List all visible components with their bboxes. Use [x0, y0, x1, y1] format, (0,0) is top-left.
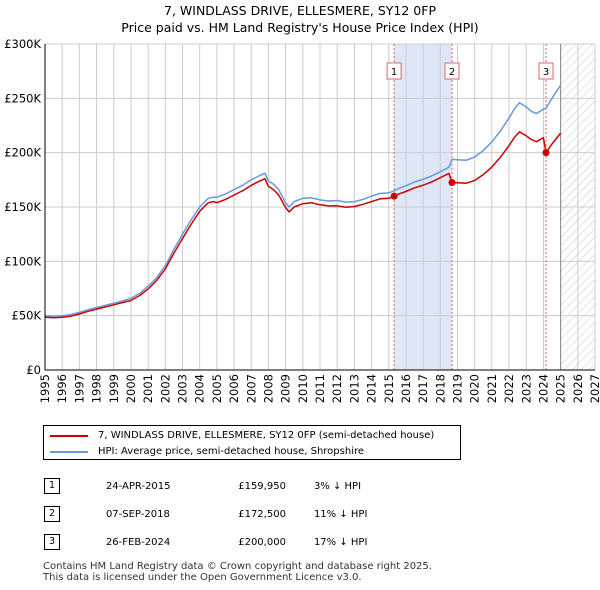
x-tick-label: 2014 — [365, 374, 379, 403]
x-tick-label: 2007 — [244, 374, 258, 403]
sale-marker-number: 2 — [449, 67, 455, 78]
x-tick-label: 2000 — [124, 374, 138, 403]
sale-price: £172,500 — [238, 508, 286, 520]
sale-hpi-diff: 11% ↓ HPI — [313, 508, 368, 520]
sale-hpi-diff: 17% ↓ HPI — [313, 536, 368, 548]
legend-label-hpi: HPI: Average price, semi-detached house,… — [98, 446, 365, 457]
table-row: 2 07-SEP-2018 £172,500 11% ↓ HPI — [43, 500, 463, 528]
chart-title: 7, WINDLASS DRIVE, ELLESMERE, SY12 0FP P… — [0, 2, 600, 36]
footer-line-copyright: Contains HM Land Registry data © Crown c… — [43, 561, 432, 572]
sale-marker-box — [538, 62, 554, 80]
table-row: 1 24-APR-2015 £159,950 3% ↓ HPI — [43, 472, 463, 500]
x-tick-label: 2001 — [141, 374, 155, 403]
sale-marker-box — [386, 62, 402, 80]
chart-legend: 7, WINDLASS DRIVE, ELLESMERE, SY12 0FP (… — [43, 425, 461, 460]
x-tick-label: 2008 — [261, 374, 275, 403]
x-tick-label: 2012 — [330, 374, 344, 403]
x-tick-label: 2025 — [554, 374, 568, 403]
legend-label-property: 7, WINDLASS DRIVE, ELLESMERE, SY12 0FP (… — [98, 430, 435, 441]
y-tick-label: £50K — [12, 309, 42, 323]
x-tick-label: 2017 — [416, 374, 430, 403]
sale-number-badge: 1 — [44, 478, 60, 494]
sales-table: 1 24-APR-2015 £159,950 3% ↓ HPI 2 07-SEP… — [43, 472, 463, 556]
x-tick-label: 2011 — [313, 374, 327, 403]
sale-marker-3: 3 — [538, 62, 554, 157]
x-tick-label: 2020 — [468, 374, 482, 403]
x-tick-label: 1999 — [107, 374, 121, 403]
legend-swatch-property — [50, 435, 88, 437]
legend-swatch-hpi — [50, 451, 88, 453]
chart-title-line1: 7, WINDLASS DRIVE, ELLESMERE, SY12 0FP — [164, 3, 436, 18]
x-tick-label: 2004 — [193, 374, 207, 403]
x-tick-label: 2002 — [158, 374, 172, 403]
x-tick-label: 2005 — [210, 374, 224, 403]
sale-point — [390, 192, 398, 200]
x-tick-label: 2010 — [296, 374, 310, 403]
x-tick-label: 2016 — [399, 374, 413, 403]
x-tick-label: 2015 — [382, 374, 396, 403]
sale-point — [542, 149, 550, 157]
sale-price: £200,000 — [238, 536, 286, 548]
x-tick-label: 2006 — [227, 374, 241, 403]
sale-marker-2: 2 — [444, 62, 460, 187]
y-tick-label: £150K — [4, 200, 41, 214]
x-tick-label: 2013 — [347, 374, 361, 403]
x-tick-label: 1996 — [55, 374, 69, 403]
property-series-line — [44, 131, 562, 319]
sale-price: £159,950 — [238, 480, 286, 492]
sale-marker-box — [444, 62, 460, 80]
x-tick-label: 1997 — [72, 374, 86, 403]
x-tick-label: 2022 — [502, 374, 516, 403]
x-tick-label: 1998 — [90, 374, 104, 403]
x-tick-label: 2021 — [485, 374, 499, 403]
sale-number-badge: 2 — [44, 506, 60, 522]
sale-hpi-diff: 3% ↓ HPI — [313, 480, 362, 492]
y-tick-label: £200K — [4, 146, 41, 160]
hpi-series-line — [44, 84, 562, 317]
x-tick-label: 1995 — [38, 374, 52, 403]
y-tick-label: £300K — [4, 37, 41, 51]
x-tick-label: 2019 — [451, 374, 465, 403]
sale-marker-1: 1 — [386, 62, 402, 200]
sale-date: 24-APR-2015 — [105, 480, 171, 492]
y-tick-label: £100K — [4, 254, 41, 268]
sale-number-badge: 3 — [44, 534, 60, 550]
y-tick-label: £250K — [4, 91, 41, 105]
x-tick-label: 2018 — [433, 374, 447, 403]
x-tick-label: 2009 — [279, 374, 293, 403]
sale-date: 07-SEP-2018 — [105, 508, 170, 520]
table-row: 3 26-FEB-2024 £200,000 17% ↓ HPI — [43, 528, 463, 556]
x-tick-label: 2027 — [588, 374, 600, 403]
x-tick-label: 2023 — [519, 374, 533, 403]
chart-title-line2: Price paid vs. HM Land Registry's House … — [121, 20, 479, 35]
x-tick-label: 2024 — [536, 374, 550, 403]
y-tick-label: £0 — [26, 363, 41, 377]
footer-line-licence: This data is licensed under the Open Gov… — [43, 572, 362, 583]
sale-marker-number: 1 — [391, 67, 397, 78]
sale-date: 26-FEB-2024 — [105, 536, 171, 548]
footer: Contains HM Land Registry data © Crown c… — [43, 561, 432, 583]
x-tick-label: 2003 — [176, 374, 190, 403]
sale-marker-number: 3 — [543, 67, 549, 78]
x-tick-label: 2026 — [571, 374, 585, 403]
sale-point — [448, 179, 456, 187]
